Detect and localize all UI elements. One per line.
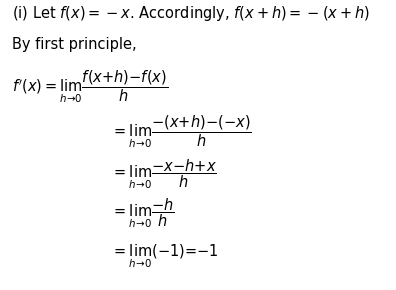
Text: $= \lim_{h\to 0}\dfrac{-\left(x+h\right)-\left(-x\right)}{h}$: $= \lim_{h\to 0}\dfrac{-\left(x+h\right)…	[111, 113, 251, 150]
Text: (i) Let $f(x) = -x$. Accordingly, $f\left(x+h\right) = -\left(x+h\right)$: (i) Let $f(x) = -x$. Accordingly, $f\lef…	[12, 3, 370, 23]
Text: By first principle,: By first principle,	[12, 37, 137, 52]
Text: $= \lim_{h\to 0}\dfrac{-x-h+x}{h}$: $= \lim_{h\to 0}\dfrac{-x-h+x}{h}$	[111, 157, 217, 191]
Text: $= \lim_{h\to 0}\dfrac{-h}{h}$: $= \lim_{h\to 0}\dfrac{-h}{h}$	[111, 196, 175, 230]
Text: $f'\left(x\right) = \lim_{h\to 0}\dfrac{f\left(x+h\right)-f\left(x\right)}{h}$: $f'\left(x\right) = \lim_{h\to 0}\dfrac{…	[12, 68, 168, 106]
Text: $= \lim_{h\to 0}\left(-1\right) = -1$: $= \lim_{h\to 0}\left(-1\right) = -1$	[111, 243, 219, 270]
